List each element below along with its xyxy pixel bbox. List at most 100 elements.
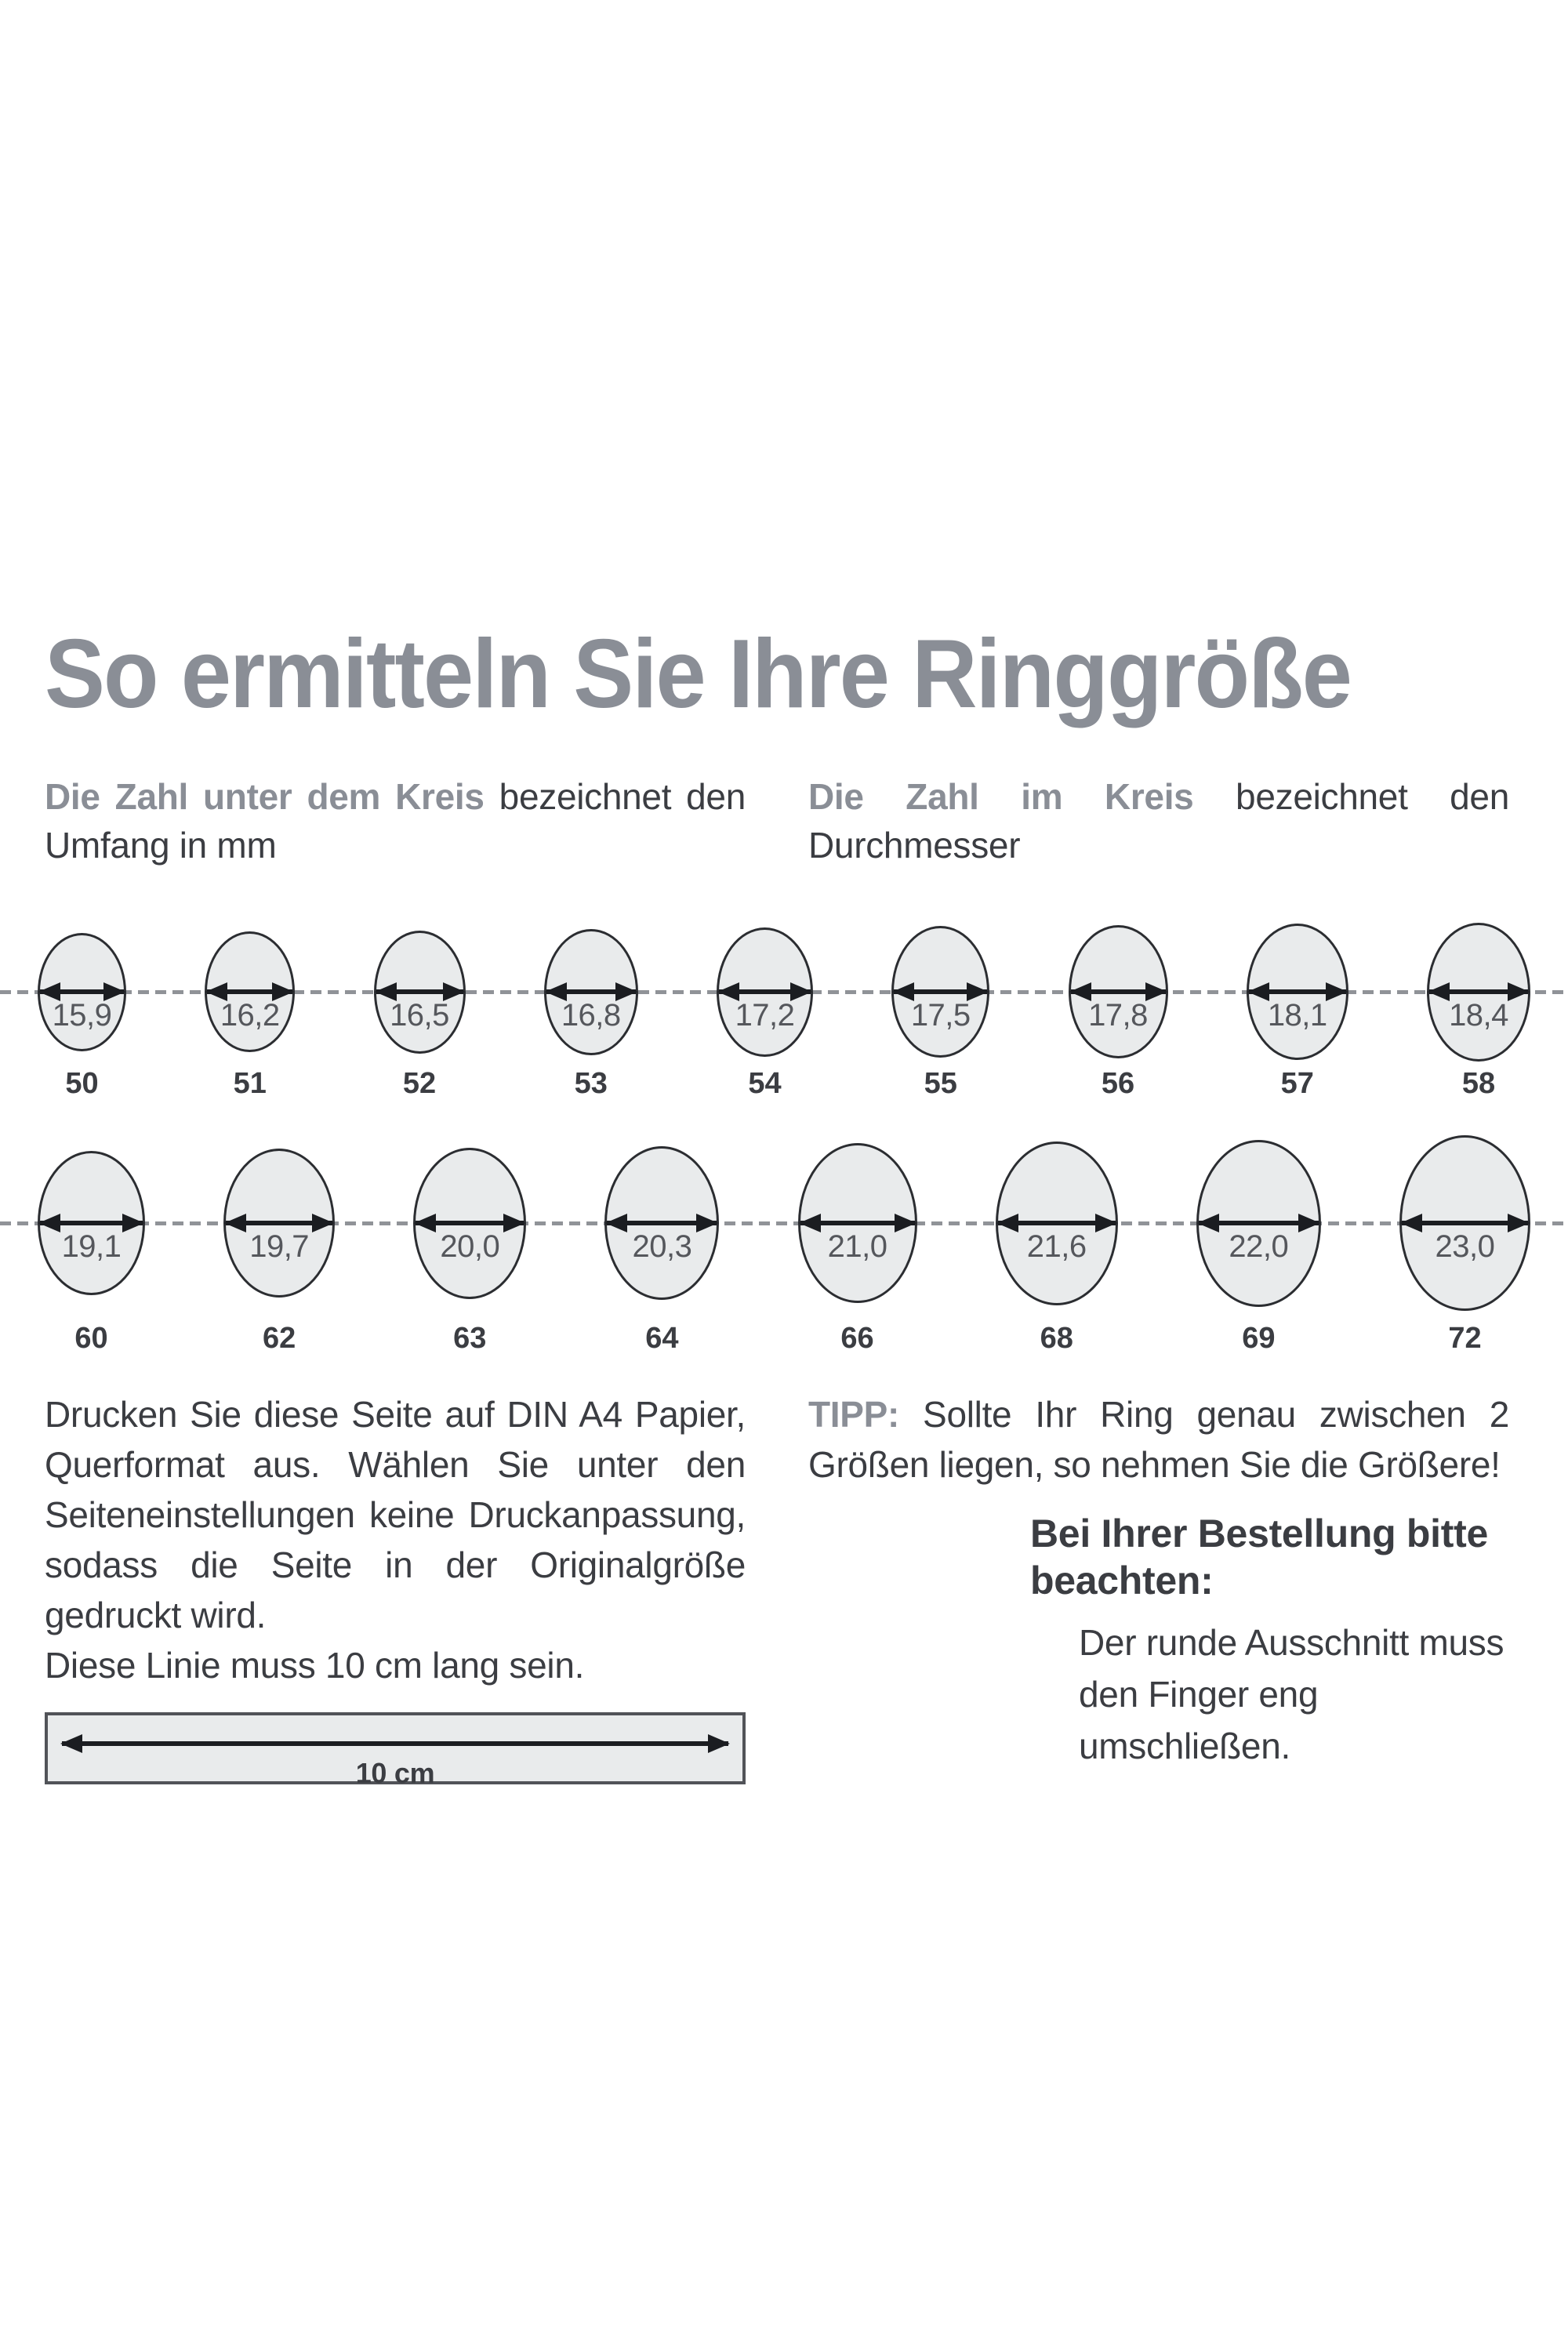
- ring-circle: 16,2: [205, 931, 296, 1052]
- diameter-arrow-icon: [1428, 982, 1530, 1001]
- print-instructions-column: Drucken Sie diese Seite auf DIN A4 Papie…: [45, 1389, 746, 1789]
- ring-size-item: 15,9 50: [38, 921, 126, 1101]
- ring-circle: 20,3: [604, 1146, 720, 1300]
- circumference-value: 60: [74, 1322, 108, 1355]
- legend-circumference-text: bezeichnet den Umfang in mm: [45, 776, 746, 866]
- diameter-value: 22,0: [1229, 1229, 1289, 1264]
- ruler-arrow-icon: [60, 1734, 730, 1753]
- ring-size-row-2: 19,1 60 19,7 62: [0, 1129, 1568, 1356]
- diameter-value: 20,0: [440, 1229, 500, 1264]
- diameter-value: 18,1: [1267, 998, 1327, 1033]
- legend: Die Zahl unter dem Kreis bezeichnet den …: [45, 772, 1509, 869]
- diameter-value: 16,8: [561, 998, 621, 1033]
- diameter-arrow-icon: [798, 1214, 916, 1232]
- ring-size-item: 23,0 72: [1399, 1129, 1530, 1356]
- diameter-arrow-icon: [224, 1214, 335, 1232]
- circumference-value: 54: [748, 1067, 782, 1100]
- legend-circumference-keyword: Die Zahl unter dem Kreis: [45, 776, 485, 817]
- diameter-arrow-icon: [717, 982, 812, 1001]
- ring-circle: 17,5: [891, 926, 990, 1058]
- ring-size-item: 16,2 51: [205, 921, 296, 1101]
- circumference-value: 68: [1040, 1322, 1073, 1355]
- circumference-value: 62: [263, 1322, 296, 1355]
- diameter-arrow-icon: [605, 1214, 719, 1232]
- legend-diameter: Die Zahl im Kreis bezeichnet den Durchme…: [808, 772, 1509, 869]
- ring-size-item: 20,3 64: [604, 1129, 720, 1356]
- ruler-label: 10 cm: [355, 1757, 435, 1789]
- ring-circle: 20,0: [413, 1147, 527, 1299]
- order-note-body: Der runde Ausschnitt muss den Finger eng…: [1079, 1622, 1504, 1766]
- diameter-value: 17,5: [910, 998, 971, 1033]
- circumference-value: 52: [402, 1067, 437, 1100]
- diameter-arrow-icon: [1247, 982, 1348, 1001]
- circumference-value: 58: [1461, 1067, 1496, 1100]
- diameter-arrow-icon: [38, 1214, 144, 1232]
- tip-column: TIPP: Sollte Ihr Ring genau zwischen 2 G…: [808, 1389, 1509, 1784]
- circumference-value: 51: [233, 1067, 267, 1100]
- center-dashed-line: [0, 1221, 1568, 1225]
- legend-diameter-text: bezeichnet den Durchmesser: [808, 776, 1509, 866]
- ring-circle: 21,6: [995, 1141, 1118, 1305]
- order-note: Bei Ihrer Bestellung bitte beachten: Der…: [1030, 1510, 1509, 1772]
- tip-text: Sollte Ihr Ring genau zwischen 2 Größen …: [808, 1394, 1509, 1485]
- ring-circle: 18,1: [1246, 924, 1348, 1060]
- ring-size-item: 18,1 57: [1246, 921, 1348, 1101]
- ring-size-item: 16,8 53: [543, 921, 638, 1101]
- ring-size-item: 21,6 68: [995, 1129, 1118, 1356]
- diameter-arrow-icon: [414, 1214, 526, 1232]
- diameter-arrow-icon: [544, 982, 637, 1001]
- circumference-value: 63: [453, 1322, 487, 1355]
- legend-circumference: Die Zahl unter dem Kreis bezeichnet den …: [45, 772, 746, 869]
- page-title: So ermitteln Sie Ihre Ringgröße: [45, 623, 1449, 725]
- diameter-arrow-icon: [374, 982, 465, 1001]
- diameter-value: 18,4: [1449, 998, 1508, 1033]
- diameter-arrow-icon: [892, 982, 989, 1001]
- diameter-value: 19,1: [61, 1229, 122, 1264]
- legend-diameter-keyword: Die Zahl im Kreis: [808, 776, 1194, 817]
- ring-circle: 23,0: [1399, 1135, 1530, 1311]
- circumference-value: 55: [924, 1067, 957, 1100]
- ring-size-item: 16,5 52: [373, 921, 466, 1101]
- diameter-value: 19,7: [249, 1229, 310, 1264]
- ring-size-item: 20,0 63: [413, 1129, 527, 1356]
- print-instructions-paragraph: Drucken Sie diese Seite auf DIN A4 Papie…: [45, 1394, 746, 1635]
- diameter-arrow-icon: [1196, 1214, 1320, 1232]
- tip-keyword: TIPP:: [808, 1394, 900, 1435]
- ring-size-item: 22,0 69: [1196, 1129, 1321, 1356]
- ring-circle: 15,9: [38, 932, 126, 1051]
- diameter-arrow-icon: [1069, 982, 1167, 1001]
- ring-size-item: 21,0 66: [797, 1129, 917, 1356]
- circumference-value: 72: [1448, 1322, 1482, 1355]
- ring-size-item: 19,1 60: [38, 1129, 145, 1356]
- circumference-value: 69: [1242, 1322, 1276, 1355]
- ring-circle: 22,0: [1196, 1139, 1321, 1307]
- tip-paragraph: TIPP: Sollte Ihr Ring genau zwischen 2 G…: [808, 1389, 1509, 1490]
- ring-size-item: 17,8 56: [1068, 921, 1168, 1101]
- diameter-arrow-icon: [38, 982, 125, 1001]
- ring-circle: 21,0: [797, 1143, 917, 1303]
- ring-size-item: 17,2 54: [717, 921, 813, 1101]
- diameter-arrow-icon: [205, 982, 295, 1001]
- diameter-value: 15,9: [52, 998, 112, 1033]
- diameter-value: 17,8: [1088, 998, 1148, 1033]
- circumference-value: 53: [574, 1067, 608, 1100]
- page-title-text: So ermitteln Sie Ihre Ringgröße: [45, 620, 1352, 728]
- diameter-value: 20,3: [632, 1229, 692, 1264]
- circumference-value: 57: [1280, 1067, 1314, 1100]
- diameter-arrow-icon: [1399, 1214, 1530, 1232]
- ruler-instruction-line: Diese Linie muss 10 cm lang sein.: [45, 1645, 585, 1686]
- order-note-heading: Bei Ihrer Bestellung bitte beachten:: [1030, 1512, 1488, 1602]
- ring-circle: 16,5: [373, 930, 466, 1054]
- diameter-value: 16,2: [220, 998, 280, 1033]
- ring-size-row-1: 15,9 50 16,2 51: [0, 921, 1568, 1101]
- diameter-value: 16,5: [390, 998, 449, 1033]
- ring-size-item: 17,5 55: [891, 921, 990, 1101]
- diameter-value: 21,0: [827, 1229, 887, 1264]
- circumference-value: 56: [1101, 1067, 1135, 1100]
- ring-circle: 19,1: [38, 1151, 145, 1295]
- circumference-value: 64: [645, 1322, 679, 1355]
- diameter-value: 21,6: [1026, 1229, 1087, 1264]
- bottom-section: Drucken Sie diese Seite auf DIN A4 Papie…: [45, 1389, 1509, 1789]
- ring-size-item: 19,7 62: [223, 1129, 336, 1356]
- ring-circle: 18,4: [1427, 922, 1530, 1062]
